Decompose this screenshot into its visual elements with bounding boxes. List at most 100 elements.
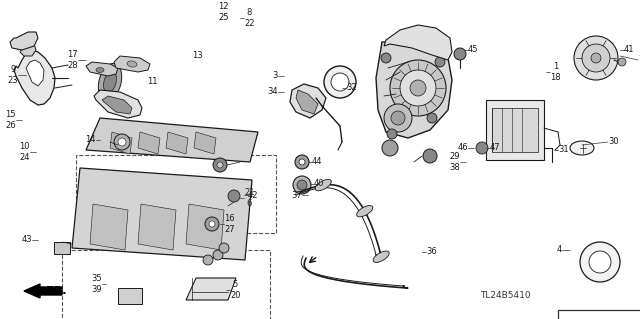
Text: 32: 32 <box>346 84 356 93</box>
Polygon shape <box>114 56 150 72</box>
Text: 30: 30 <box>608 137 619 146</box>
Text: 11: 11 <box>147 78 158 86</box>
Ellipse shape <box>104 71 116 93</box>
Bar <box>62 250 270 319</box>
Ellipse shape <box>127 61 137 67</box>
Text: 7: 7 <box>638 56 640 64</box>
Text: 5
20: 5 20 <box>230 280 241 300</box>
Text: 34: 34 <box>268 87 278 97</box>
Polygon shape <box>138 132 160 154</box>
Circle shape <box>574 36 618 80</box>
Text: 41: 41 <box>624 46 634 55</box>
Text: 43: 43 <box>21 235 32 244</box>
Text: 21
6: 21 6 <box>244 188 255 208</box>
Text: 31: 31 <box>558 145 568 154</box>
Ellipse shape <box>373 251 389 263</box>
Circle shape <box>118 138 126 146</box>
Circle shape <box>591 53 601 63</box>
Polygon shape <box>186 278 236 300</box>
Polygon shape <box>296 90 318 114</box>
Circle shape <box>382 140 398 156</box>
Circle shape <box>213 250 223 260</box>
Text: 4: 4 <box>557 246 562 255</box>
Polygon shape <box>10 32 38 50</box>
Polygon shape <box>102 96 132 114</box>
Circle shape <box>203 255 213 265</box>
Polygon shape <box>86 118 258 162</box>
Circle shape <box>213 158 227 172</box>
Polygon shape <box>186 204 224 250</box>
Polygon shape <box>90 204 128 250</box>
Circle shape <box>580 242 620 282</box>
Circle shape <box>219 243 229 253</box>
Circle shape <box>228 190 240 202</box>
Circle shape <box>384 104 412 132</box>
Bar <box>486 100 544 160</box>
Circle shape <box>209 221 215 227</box>
Circle shape <box>391 111 405 125</box>
Bar <box>54 242 70 254</box>
Ellipse shape <box>356 205 372 217</box>
Circle shape <box>410 80 426 96</box>
Bar <box>118 288 142 304</box>
Polygon shape <box>72 168 252 260</box>
Ellipse shape <box>315 179 332 191</box>
FancyArrow shape <box>24 284 62 298</box>
Circle shape <box>217 162 223 168</box>
Text: 14: 14 <box>86 136 96 145</box>
Circle shape <box>381 53 391 63</box>
Text: 8
22: 8 22 <box>244 8 255 28</box>
Circle shape <box>387 129 397 139</box>
Text: 36: 36 <box>426 248 436 256</box>
Text: 9
23: 9 23 <box>8 65 18 85</box>
Circle shape <box>295 155 309 169</box>
Polygon shape <box>26 60 44 86</box>
Text: 40: 40 <box>314 180 324 189</box>
Text: 12
25: 12 25 <box>218 2 228 22</box>
Circle shape <box>423 149 437 163</box>
Ellipse shape <box>99 63 122 100</box>
Circle shape <box>582 44 610 72</box>
Text: 1
18: 1 18 <box>550 62 561 82</box>
Text: 44: 44 <box>312 158 323 167</box>
Text: TL24B5410: TL24B5410 <box>480 292 531 300</box>
Polygon shape <box>20 44 36 56</box>
Circle shape <box>435 57 445 67</box>
Circle shape <box>390 60 446 116</box>
Polygon shape <box>166 132 188 154</box>
Text: 42: 42 <box>248 190 259 199</box>
Circle shape <box>114 134 130 150</box>
Polygon shape <box>86 62 118 76</box>
Text: 35
39: 35 39 <box>92 274 102 294</box>
Text: 17
28: 17 28 <box>67 50 78 70</box>
Circle shape <box>476 142 488 154</box>
Text: 47: 47 <box>490 144 500 152</box>
Circle shape <box>293 176 311 194</box>
Text: 15
26: 15 26 <box>5 110 16 130</box>
Circle shape <box>427 113 437 123</box>
Polygon shape <box>110 132 132 154</box>
Bar <box>492 108 538 152</box>
Text: 46: 46 <box>458 144 468 152</box>
Ellipse shape <box>96 68 104 72</box>
Text: 29
38: 29 38 <box>449 152 460 172</box>
Polygon shape <box>14 50 55 105</box>
Bar <box>558 310 640 319</box>
Text: 13: 13 <box>192 51 203 61</box>
Circle shape <box>331 73 349 91</box>
Circle shape <box>454 48 466 60</box>
Polygon shape <box>290 84 326 118</box>
Text: 16
27: 16 27 <box>224 214 235 234</box>
Bar <box>76 155 276 233</box>
Circle shape <box>324 66 356 98</box>
Circle shape <box>589 251 611 273</box>
Polygon shape <box>384 25 452 60</box>
Polygon shape <box>94 90 142 118</box>
Text: 37: 37 <box>291 190 302 199</box>
Polygon shape <box>376 42 452 138</box>
Circle shape <box>618 58 626 66</box>
Circle shape <box>299 159 305 165</box>
Circle shape <box>297 180 307 190</box>
Polygon shape <box>138 204 176 250</box>
Circle shape <box>400 70 436 106</box>
